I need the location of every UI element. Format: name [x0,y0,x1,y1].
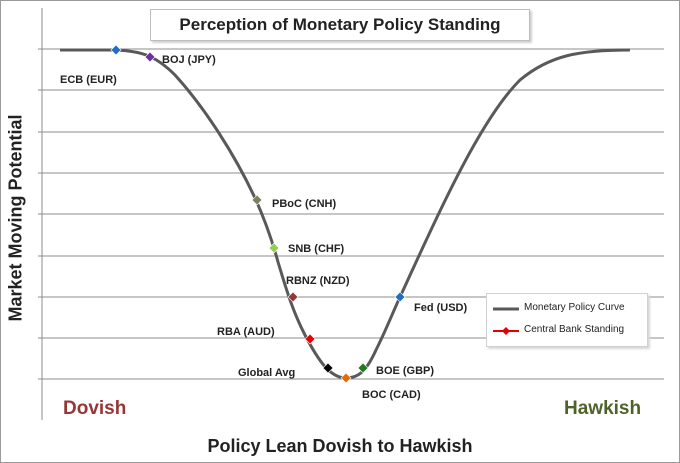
x-axis-label: Policy Lean Dovish to Hawkish [207,436,473,456]
central-bank-markers [110,44,406,384]
legend-item-curve: Monetary Policy Curve [487,300,647,318]
label-pboc-cnh: PBoC (CNH) [272,198,336,210]
label-rbnz-nzd: RBNZ (NZD) [286,275,350,287]
marker-ecb-eur [110,44,122,56]
marker-global-avg [322,362,334,374]
dovish-label: Dovish [63,398,127,419]
marker-fed-usd [394,291,406,303]
central-bank-labels: ECB (EUR) BOJ (JPY) PBoC (CNH) SNB (CHF) RBN… [60,54,468,401]
marker-boe-gbp [357,362,369,374]
label-boj-jpy: BOJ (JPY) [162,54,216,66]
marker-rba-aud [304,333,316,345]
y-axis-label: Market Moving Potential [5,114,26,322]
marker-boc-cad [340,372,352,384]
legend-label-curve: Monetary Policy Curve [524,302,625,313]
label-snb-chf: SNB (CHF) [288,243,345,255]
marker-pboc-cnh [251,194,263,206]
marker-snb-chf [268,242,280,254]
hawkish-label: Hawkish [564,398,642,419]
legend-item-standing: Central Bank Standing [487,322,647,340]
label-fed-usd: Fed (USD) [414,302,468,314]
legend-standing-swatch [493,327,519,335]
label-rba-aud: RBA (AUD) [217,326,275,338]
label-boc-cad: BOC (CAD) [362,389,421,401]
marker-boj-jpy [144,51,156,63]
legend-label-standing: Central Bank Standing [524,324,625,335]
legend: Monetary Policy Curve Central Bank Stand… [486,293,648,347]
chart-title: Perception of Monetary Policy Standing [150,9,530,41]
marker-rbnz-nzd [287,291,299,303]
label-global-avg: Global Avg [238,367,295,379]
label-ecb-eur: ECB (EUR) [60,74,117,86]
legend-curve-swatch [493,307,519,311]
label-boe-gbp: BOE (GBP) [376,365,434,377]
